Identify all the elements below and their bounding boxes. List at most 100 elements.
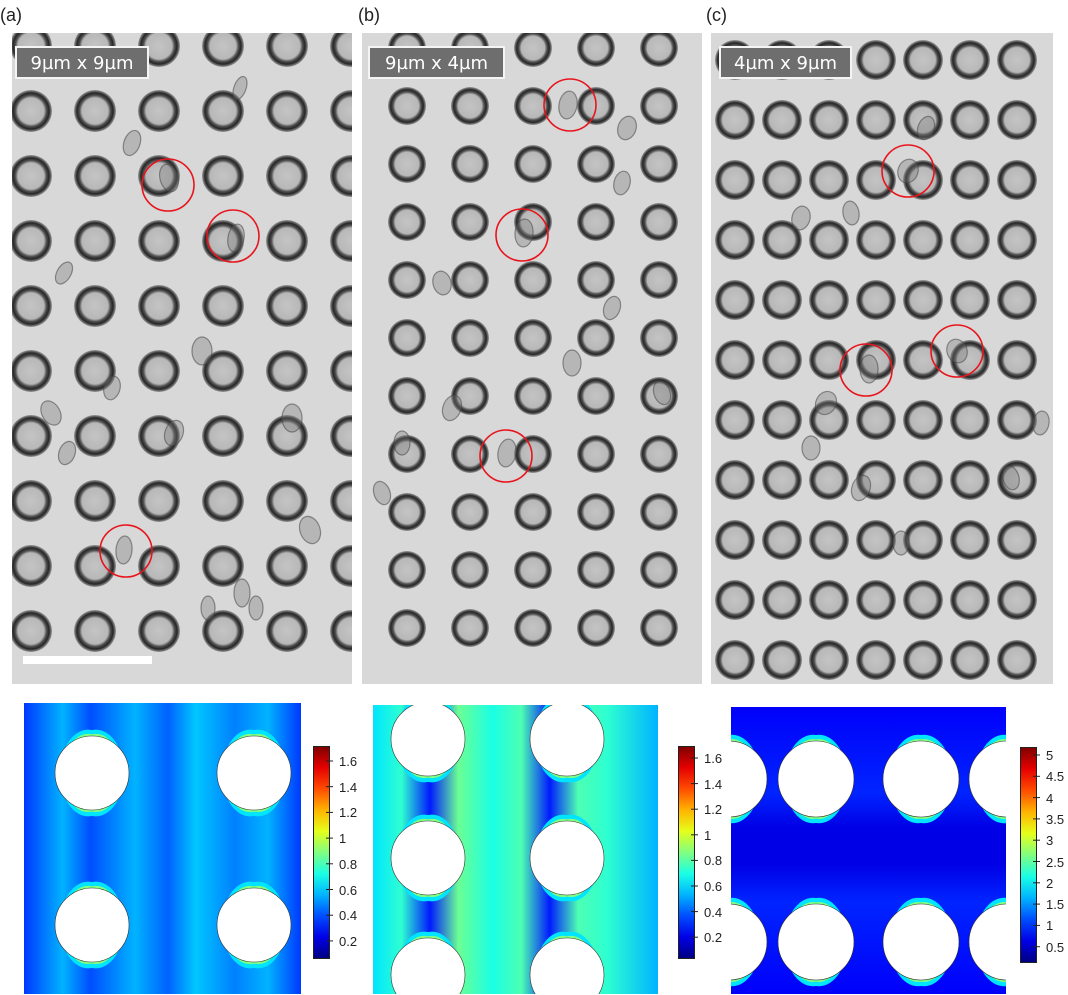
pillar	[12, 90, 52, 132]
cell	[497, 438, 517, 468]
pillar	[640, 609, 678, 647]
pillar-hole	[216, 887, 292, 963]
pillar	[330, 350, 352, 392]
colorbar-tick-label: 1.6	[704, 751, 723, 766]
cell	[232, 75, 248, 101]
highlight-circle	[206, 209, 260, 263]
pillar-hole	[968, 740, 1006, 818]
dimension-label-background	[719, 46, 852, 79]
pillar	[577, 33, 615, 67]
panel-label-c: (c)	[706, 5, 727, 25]
scale-bar	[23, 656, 152, 664]
pillar	[138, 350, 180, 392]
pillar-hole	[731, 903, 768, 981]
panel-label-a: (a)	[0, 5, 22, 25]
dimension-label-background	[15, 46, 149, 79]
cell	[40, 400, 62, 426]
pillar	[74, 285, 116, 327]
pillar	[856, 220, 896, 260]
pillar	[202, 33, 244, 67]
pillar	[762, 640, 802, 680]
pillar-hole	[54, 887, 130, 963]
pillar-hole	[529, 820, 605, 896]
pillar	[997, 400, 1037, 440]
pillar	[74, 610, 116, 652]
pillar	[266, 480, 308, 522]
pillar	[514, 377, 552, 415]
pillar	[762, 160, 802, 200]
pillar-hole	[216, 735, 292, 811]
simulation-b	[373, 705, 658, 994]
cell	[158, 163, 180, 193]
pillar	[388, 145, 426, 183]
pillar	[997, 460, 1037, 500]
pillar	[950, 340, 990, 380]
pillar	[12, 415, 52, 457]
pillar	[640, 551, 678, 589]
pillar	[514, 145, 552, 183]
pillar	[388, 319, 426, 357]
pillar	[12, 220, 52, 262]
dimension-label-box: 9µm x 4µm	[368, 46, 505, 79]
pillar	[266, 610, 308, 652]
pillar	[12, 610, 52, 652]
pillar	[950, 100, 990, 140]
simulation-a-svg	[24, 703, 301, 994]
pillar	[762, 340, 802, 380]
pillar	[577, 377, 615, 415]
simulation-a	[24, 703, 301, 994]
pillar	[903, 40, 943, 80]
micrograph-b: 9µm x 4µm	[362, 33, 702, 684]
micrograph-a: 9µm x 9µm	[12, 33, 352, 684]
pillar	[640, 261, 678, 299]
colorbar-tick-label: 2	[1046, 875, 1054, 891]
pillar	[451, 319, 489, 357]
pillar	[388, 377, 426, 415]
pillar	[514, 33, 552, 67]
colorbar-tick-label: 4.5	[1046, 769, 1065, 785]
pillar	[451, 435, 489, 473]
pillar	[640, 493, 678, 531]
dimension-label-text: 4µm x 9µm	[734, 53, 837, 74]
pillar	[74, 545, 116, 587]
colorbar-fill	[678, 746, 695, 959]
pillar	[903, 340, 943, 380]
pillar	[715, 580, 755, 620]
simulation-b-svg	[373, 705, 658, 994]
colorbar-tick-label: 1.6	[339, 754, 358, 769]
pillar	[640, 203, 678, 241]
pillar	[950, 400, 990, 440]
pillar	[451, 203, 489, 241]
pillar-hole	[777, 903, 855, 981]
colorbar-tick-label: 1	[1046, 918, 1054, 934]
colorbar-tick-label: 2.5	[1046, 854, 1065, 870]
colorbar-tick-label: 0.6	[704, 879, 723, 894]
pillar	[138, 220, 180, 262]
pillar	[266, 285, 308, 327]
colorbar-tick-label: 1	[704, 827, 712, 843]
pillar	[514, 319, 552, 357]
cell	[191, 336, 213, 366]
pillar	[903, 160, 943, 200]
pillar-hole	[529, 937, 605, 994]
pillar	[997, 40, 1037, 80]
pillar	[514, 551, 552, 589]
pillar	[74, 155, 116, 197]
colorbar-tick-label: 0.4	[339, 908, 358, 924]
pillar	[997, 580, 1037, 620]
pillar	[451, 493, 489, 531]
pillar	[856, 640, 896, 680]
simulation-c-svg	[731, 707, 1006, 994]
pillar	[514, 609, 552, 647]
dimension-label-text: 9µm x 9µm	[31, 53, 134, 74]
pillar	[809, 580, 849, 620]
dimension-label-background	[368, 46, 505, 79]
pillar	[950, 580, 990, 620]
cell	[514, 218, 534, 248]
pillar-hole	[390, 705, 466, 777]
pillar	[715, 460, 755, 500]
colorbar-tick-label: 1.2	[339, 805, 358, 821]
pillar	[577, 319, 615, 357]
pillar	[330, 155, 352, 197]
cell	[432, 270, 452, 296]
